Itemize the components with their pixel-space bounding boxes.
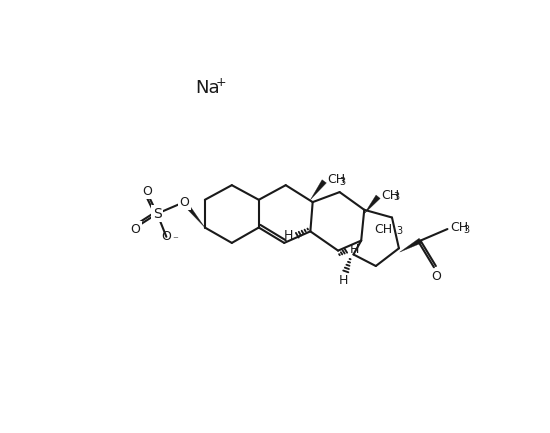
Text: CH: CH xyxy=(374,223,392,236)
Text: O: O xyxy=(162,230,171,243)
Text: S: S xyxy=(153,207,162,221)
Text: ⁻: ⁻ xyxy=(172,236,178,246)
Polygon shape xyxy=(400,238,422,252)
Text: H: H xyxy=(284,229,294,242)
Polygon shape xyxy=(182,200,205,227)
Text: CH: CH xyxy=(381,189,399,202)
Text: O: O xyxy=(432,270,442,283)
Polygon shape xyxy=(364,195,380,213)
Text: H: H xyxy=(339,275,348,288)
Text: 3: 3 xyxy=(463,225,469,235)
Text: O: O xyxy=(131,223,140,236)
Polygon shape xyxy=(310,180,326,200)
Text: 3: 3 xyxy=(396,226,402,236)
Text: H: H xyxy=(350,242,359,255)
Text: CH: CH xyxy=(450,221,469,234)
Text: Na: Na xyxy=(196,79,220,97)
Text: O: O xyxy=(142,185,152,198)
Text: O: O xyxy=(179,196,189,209)
Text: 3: 3 xyxy=(394,193,400,203)
Text: +: + xyxy=(216,76,226,89)
Text: CH: CH xyxy=(327,173,345,186)
Text: 3: 3 xyxy=(340,177,346,187)
